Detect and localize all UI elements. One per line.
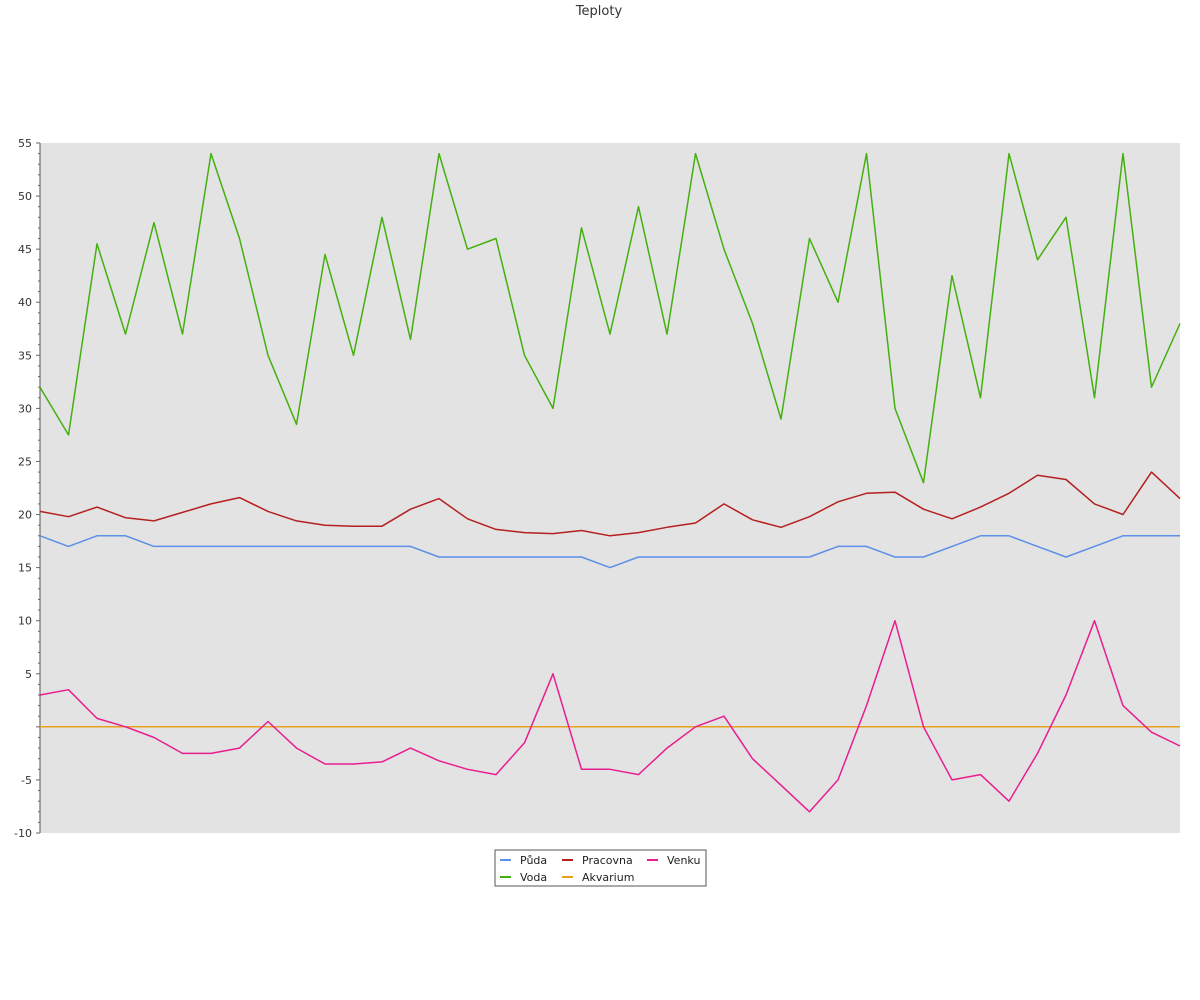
y-tick-label: 25 <box>18 455 32 468</box>
y-axis: 55 50 45 40 35 30 25 20 15 10 5 -5 -10 <box>14 137 41 840</box>
y-tick-label: -10 <box>14 827 32 840</box>
series-line-pracovna <box>39 471 1181 537</box>
y-tick-label: -5 <box>21 774 32 787</box>
y-tick-label: 35 <box>18 349 32 362</box>
y-tick-label: 20 <box>18 509 32 522</box>
series-line-venku <box>39 619 1181 813</box>
legend-box <box>494 849 707 887</box>
series-line-puda <box>39 535 1180 569</box>
legend-label: Venku <box>667 854 700 867</box>
y-tick-label: 40 <box>18 296 32 309</box>
y-tick-label: 30 <box>18 402 32 415</box>
legend: Půda Voda Pracovna Akvarium Venku <box>494 849 707 887</box>
y-tick-label: 15 <box>18 562 32 575</box>
plot-area <box>40 143 1180 833</box>
y-tick-label: 45 <box>18 243 32 256</box>
legend-label: Akvarium <box>582 871 634 884</box>
chart-title: Teploty <box>575 4 623 19</box>
y-tick-label: 5 <box>25 668 32 681</box>
series-line-voda <box>39 152 1181 484</box>
y-tick-label: 10 <box>18 615 32 628</box>
y-tick-label: 55 <box>18 137 32 150</box>
legend-label: Půda <box>520 854 547 867</box>
y-tick-label: 50 <box>18 190 32 203</box>
legend-label: Voda <box>520 871 547 884</box>
legend-label: Pracovna <box>582 854 633 867</box>
series-layer <box>39 152 1181 813</box>
